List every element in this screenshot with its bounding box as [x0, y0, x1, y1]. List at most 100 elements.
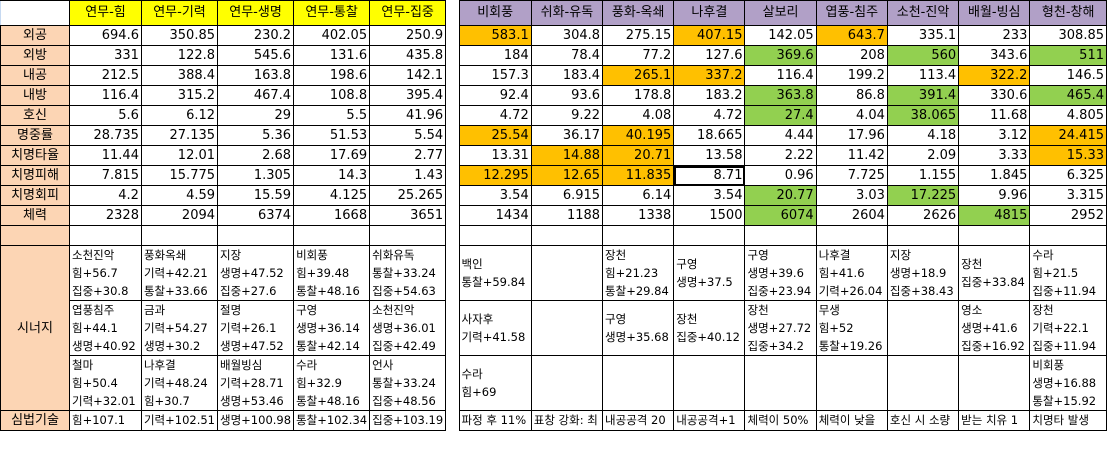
technique-cell[interactable]: 체력이 50%: [744, 410, 817, 431]
stat-cell[interactable]: 5.5: [293, 105, 371, 126]
synergy-cell[interactable]: 배월빙심 기력+28.71 생명+53.46: [217, 355, 295, 411]
stat-cell[interactable]: 6074: [744, 205, 817, 226]
stat-cell[interactable]: 17.69: [293, 145, 371, 166]
stat-cell[interactable]: 1.43: [369, 165, 447, 186]
synergy-cell[interactable]: 소천진악 힘+56.7 집중+30.8: [68, 245, 142, 301]
synergy-cell[interactable]: 장천 집중+40.12: [673, 300, 746, 356]
column-header-yeonmu[interactable]: 연무-힘: [68, 0, 142, 26]
stat-cell[interactable]: 4.72: [458, 105, 532, 126]
synergy-cell[interactable]: 풍화옥쇄 기력+42.21 통찰+33.66: [140, 245, 219, 301]
stat-cell[interactable]: 5.54: [369, 125, 447, 146]
technique-cell[interactable]: 내공공격+1: [673, 410, 746, 431]
synergy-cell[interactable]: 영소 생명+41.6 집중+16.92: [958, 300, 1031, 356]
technique-cell[interactable]: 받는 치유 1: [958, 410, 1031, 431]
stat-cell[interactable]: 178.8: [602, 85, 675, 106]
gap-cell[interactable]: [445, 65, 460, 86]
corner-cell[interactable]: [0, 0, 70, 26]
stat-cell[interactable]: 4.59: [140, 185, 219, 206]
stat-cell[interactable]: 2094: [140, 205, 219, 226]
stat-cell[interactable]: 337.2: [673, 65, 746, 86]
synergy-cell[interactable]: 구영 생명+39.6 집중+23.94: [744, 245, 817, 301]
stat-cell[interactable]: 1.155: [886, 165, 960, 186]
synergy-cell[interactable]: [815, 355, 888, 411]
stat-cell[interactable]: 113.4: [886, 65, 960, 86]
stat-cell[interactable]: 20.71: [602, 145, 675, 166]
synergy-cell[interactable]: [886, 355, 960, 411]
stat-cell[interactable]: 465.4: [1029, 85, 1107, 106]
stat-cell[interactable]: 13.31: [458, 145, 532, 166]
stat-cell[interactable]: 11.42: [815, 145, 888, 166]
empty-cell[interactable]: [68, 225, 142, 246]
stat-cell[interactable]: 250.9: [369, 25, 447, 46]
stat-cell[interactable]: 29: [217, 105, 295, 126]
stat-cell[interactable]: 583.1: [458, 25, 532, 46]
stat-cell[interactable]: 7.725: [815, 165, 888, 186]
technique-cell[interactable]: 파정 후 11%: [458, 410, 532, 431]
empty-cell[interactable]: [602, 225, 675, 246]
stat-cell[interactable]: 230.2: [217, 25, 295, 46]
stat-cell[interactable]: 108.8: [293, 85, 371, 106]
stat-cell[interactable]: 41.96: [369, 105, 447, 126]
stat-cell[interactable]: 9.96: [958, 185, 1031, 206]
row-label[interactable]: 체력: [0, 205, 70, 226]
synergy-cell[interactable]: 수라 힘+21.5 집중+11.94: [1029, 245, 1107, 301]
stat-cell[interactable]: 3.33: [958, 145, 1031, 166]
stat-cell[interactable]: 1338: [602, 205, 675, 226]
empty-cell[interactable]: [1029, 225, 1107, 246]
empty-cell[interactable]: [140, 225, 219, 246]
technique-cell[interactable]: 힘+107.1: [68, 410, 142, 431]
stat-cell[interactable]: 24.415: [1029, 125, 1107, 146]
gap-cell[interactable]: [445, 25, 460, 46]
stat-cell[interactable]: 1668: [293, 205, 371, 226]
stat-cell[interactable]: 27.135: [140, 125, 219, 146]
stat-cell[interactable]: 363.8: [744, 85, 817, 106]
stat-cell[interactable]: 322.2: [958, 65, 1031, 86]
column-header-yeonmu[interactable]: 연무-기력: [140, 0, 219, 26]
stat-cell[interactable]: 116.4: [68, 85, 142, 106]
stat-cell[interactable]: 11.835: [602, 165, 675, 186]
stat-cell[interactable]: 4.2: [68, 185, 142, 206]
selected-cell[interactable]: 8.71: [673, 165, 746, 186]
stat-cell[interactable]: 265.1: [602, 65, 675, 86]
stat-cell[interactable]: 3.54: [673, 185, 746, 206]
gap-cell[interactable]: [445, 205, 460, 226]
stat-cell[interactable]: 4.18: [886, 125, 960, 146]
stat-cell[interactable]: 28.735: [68, 125, 142, 146]
stat-cell[interactable]: 92.4: [458, 85, 532, 106]
synergy-cell[interactable]: 나후결 기력+48.24 힘+30.7: [140, 355, 219, 411]
stat-cell[interactable]: 395.4: [369, 85, 447, 106]
stat-cell[interactable]: 1.845: [958, 165, 1031, 186]
stat-cell[interactable]: 304.8: [530, 25, 604, 46]
stat-cell[interactable]: 3.03: [815, 185, 888, 206]
synergy-label[interactable]: 시너지: [0, 245, 70, 411]
stat-cell[interactable]: 20.77: [744, 185, 817, 206]
stat-cell[interactable]: 12.295: [458, 165, 532, 186]
row-label[interactable]: 치명타율: [0, 145, 70, 166]
column-header-technique[interactable]: 쉬화-유독: [530, 0, 604, 26]
empty-cell[interactable]: [458, 225, 532, 246]
stat-cell[interactable]: 275.15: [602, 25, 675, 46]
stat-cell[interactable]: 343.6: [958, 45, 1031, 66]
synergy-cell[interactable]: 사자후 기력+41.58: [458, 300, 532, 356]
stat-cell[interactable]: 14.3: [293, 165, 371, 186]
synergy-cell[interactable]: 수라 힘+32.9 통찰+48.16: [293, 355, 371, 411]
stat-cell[interactable]: 3.315: [1029, 185, 1107, 206]
gap-cell[interactable]: [445, 245, 460, 301]
stat-cell[interactable]: 15.33: [1029, 145, 1107, 166]
synergy-cell[interactable]: 무생 힘+52 통찰+19.26: [815, 300, 888, 356]
synergy-cell[interactable]: 소천진악 생명+36.01 집중+42.49: [369, 300, 447, 356]
row-label[interactable]: 외방: [0, 45, 70, 66]
stat-cell[interactable]: 7.815: [68, 165, 142, 186]
gap-cell[interactable]: [445, 145, 460, 166]
stat-cell[interactable]: 545.6: [217, 45, 295, 66]
synergy-cell[interactable]: 장천 기력+22.1 집중+11.94: [1029, 300, 1107, 356]
stat-cell[interactable]: 157.3: [458, 65, 532, 86]
column-header-yeonmu[interactable]: 연무-집중: [369, 0, 447, 26]
gap-cell[interactable]: [445, 410, 460, 431]
stat-cell[interactable]: 17.96: [815, 125, 888, 146]
stat-cell[interactable]: 1500: [673, 205, 746, 226]
technique-cell[interactable]: 통찰+102.34: [293, 410, 371, 431]
synergy-cell[interactable]: [673, 355, 746, 411]
row-label[interactable]: 외공: [0, 25, 70, 46]
stat-cell[interactable]: 142.05: [744, 25, 817, 46]
